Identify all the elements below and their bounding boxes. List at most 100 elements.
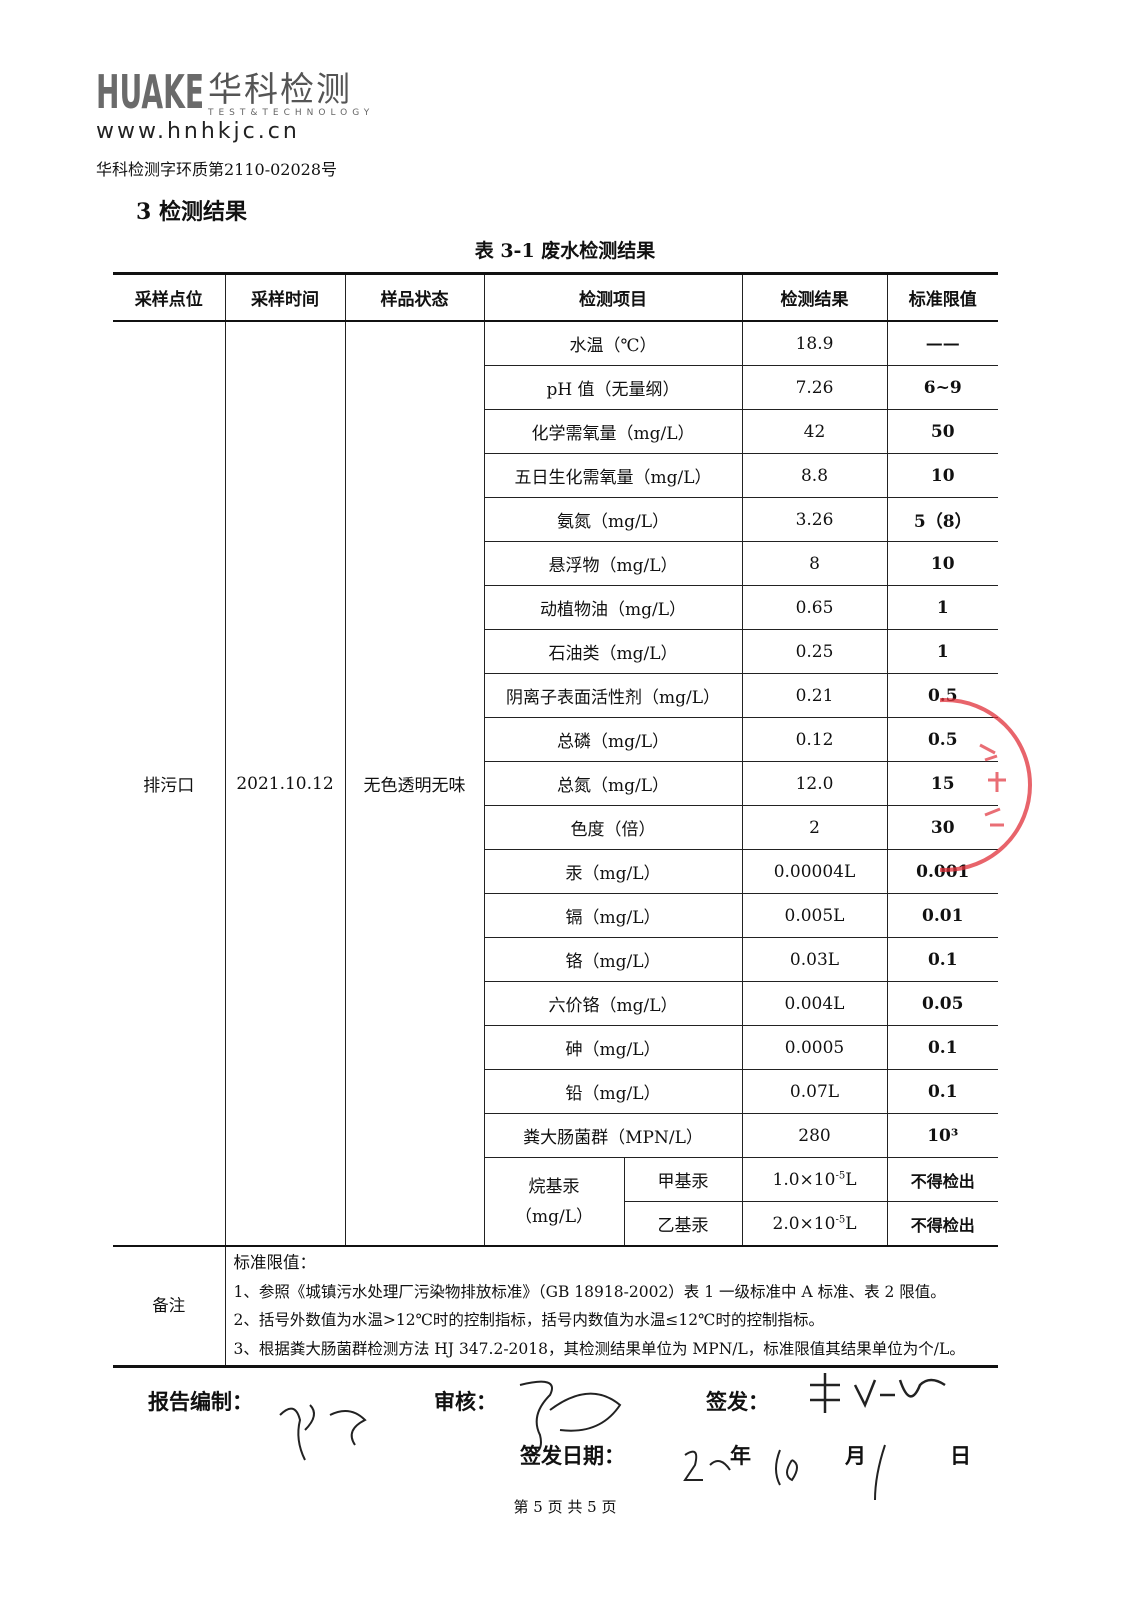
test-result: 2 — [741, 805, 888, 850]
standard-limit: 0.5 — [886, 717, 998, 762]
company-url: www.hnhkjc.cn — [96, 119, 300, 144]
test-result: 12.0 — [741, 761, 888, 806]
standard-limit: 0.01 — [886, 893, 998, 938]
table-row: 总氮（mg/L） 12.0 15 — [113, 761, 998, 806]
test-item: 悬浮物（mg/L） — [484, 541, 743, 586]
column-header: 标准限值 — [886, 272, 998, 322]
issue-date-handwritten — [683, 1444, 886, 1501]
notes-content: 标准限值： 1、参照《城镇污水处理厂污染物排放标准》（GB 18918-2002）… — [224, 1245, 998, 1368]
standard-limit: 1 — [886, 629, 998, 674]
standard-limit: 50 — [886, 409, 998, 454]
standard-limit: 30 — [886, 805, 998, 850]
result-base: 1.0×10 — [772, 1169, 836, 1190]
standard-limit: 0.1 — [886, 1025, 998, 1070]
note-line: 1、参照《城镇污水处理厂污染物排放标准》（GB 18918-2002）表 1 一… — [233, 1282, 946, 1301]
test-result: 7.26 — [741, 365, 888, 410]
standard-limit: 0.05 — [886, 981, 998, 1026]
standard-limit: 10 — [886, 453, 998, 498]
test-result: 0.65 — [741, 585, 888, 630]
test-item: 铅（mg/L） — [484, 1069, 743, 1114]
note-line: 3、根据粪大肠菌群检测方法 HJ 347.2-2018，其检测结果单位为 MPN… — [233, 1339, 965, 1358]
prepared-by-label: 报告编制： — [148, 1389, 253, 1414]
column-header: 采样点位 — [113, 272, 226, 322]
result-suffix: L — [845, 1213, 857, 1234]
alkyl-mercury-group: 烷基汞 （mg/L） — [484, 1157, 625, 1247]
table-header-row: 采样点位 采样时间 样品状态 检测项目 检测结果 标准限值 — [113, 272, 998, 322]
month-label: 月 — [845, 1443, 866, 1468]
test-result: 280 — [741, 1113, 888, 1158]
test-item: 总磷（mg/L） — [484, 717, 743, 762]
test-item: 总氮（mg/L） — [484, 761, 743, 806]
column-header: 检测结果 — [741, 272, 888, 322]
test-subitem: 乙基汞 — [624, 1201, 743, 1247]
standard-limit: 10³ — [886, 1113, 998, 1158]
test-item: 阴离子表面活性剂（mg/L） — [484, 673, 743, 718]
test-result: 3.26 — [741, 497, 888, 542]
table-row: 砷（mg/L） 0.0005 0.1 — [113, 1025, 998, 1070]
standard-limit: 0.5 — [886, 673, 998, 718]
standard-limit: 10 — [886, 541, 998, 586]
sampling-point: 排污口 — [113, 320, 226, 1247]
issued-by-signature — [810, 1373, 946, 1413]
test-result: 8.8 — [741, 453, 888, 498]
group-unit: （mg/L） — [514, 1206, 594, 1227]
column-header: 检测项目 — [483, 272, 743, 322]
year-label: 年 — [730, 1443, 751, 1468]
test-result: 0.0005 — [741, 1025, 888, 1070]
table-row: pH 值（无量纲） 7.26 6~9 — [113, 365, 998, 410]
result-base: 2.0×10 — [772, 1213, 836, 1234]
standard-limit: 5（8） — [886, 497, 998, 542]
standard-limit: 0.001 — [886, 849, 998, 894]
test-item: 动植物油（mg/L） — [484, 585, 743, 630]
test-item: 铬（mg/L） — [484, 937, 743, 982]
standard-limit: 不得检出 — [886, 1157, 998, 1202]
test-item: 汞（mg/L） — [484, 849, 743, 894]
table-row: 化学需氧量（mg/L） 42 50 — [113, 409, 998, 454]
test-item: pH 值（无量纲） — [484, 365, 743, 410]
test-result: 0.12 — [741, 717, 888, 762]
standard-limit: —— — [886, 320, 998, 366]
issued-by-label: 签发： — [706, 1389, 769, 1414]
results-table: 采样点位 采样时间 样品状态 检测项目 检测结果 标准限值 排污口 2021.10… — [113, 272, 998, 1368]
test-result: 1.0×10-5L — [741, 1157, 888, 1202]
notes-label: 备注 — [113, 1245, 226, 1368]
table-row: 乙基汞 2.0×10-5L 不得检出 — [113, 1201, 998, 1247]
logo-wordmark: HUAKE — [96, 68, 204, 114]
test-item: 化学需氧量（mg/L） — [484, 409, 743, 454]
test-result: 0.07L — [741, 1069, 888, 1114]
standard-limit: 1 — [886, 585, 998, 630]
prepared-by-signature — [279, 1404, 367, 1461]
table-row: 动植物油（mg/L） 0.65 1 — [113, 585, 998, 630]
column-header: 样品状态 — [344, 272, 485, 322]
standard-limit: 15 — [886, 761, 998, 806]
page-footer: 第 5 页 共 5 页 — [513, 1498, 617, 1516]
report-number: 华科检测字环质第2110-02028号 — [96, 160, 338, 179]
test-item: 氨氮（mg/L） — [484, 497, 743, 542]
standard-limit: 0.1 — [886, 937, 998, 982]
test-result: 0.21 — [741, 673, 888, 718]
group-name: 烷基汞 — [528, 1176, 580, 1197]
sample-state: 无色透明无味 — [344, 320, 485, 1247]
test-item: 石油类（mg/L） — [484, 629, 743, 674]
test-result: 42 — [741, 409, 888, 454]
note-line: 2、括号外数值为水温>12℃时的控制指标，括号内数值为水温≤12℃时的控制指标。 — [233, 1311, 824, 1329]
svg-text:HUAKE: HUAKE — [96, 68, 204, 114]
test-item: 六价铬（mg/L） — [484, 981, 743, 1026]
test-result: 0.005L — [741, 893, 888, 938]
standard-limit: 不得检出 — [886, 1201, 998, 1247]
test-result: 0.00004L — [741, 849, 888, 894]
table-row: 阴离子表面活性剂（mg/L） 0.21 0.5 — [113, 673, 998, 718]
test-item: 镉（mg/L） — [484, 893, 743, 938]
test-result: 2.0×10-5L — [741, 1201, 888, 1247]
standard-limit: 6~9 — [886, 365, 998, 410]
test-result: 0.25 — [741, 629, 888, 674]
table-caption: 表 3-1 废水检测结果 — [474, 240, 656, 262]
test-result: 0.03L — [741, 937, 888, 982]
test-result: 0.004L — [741, 981, 888, 1026]
logo-subtitle: TEST&TECHNOLOGY — [208, 108, 375, 118]
table-row: 烷基汞 （mg/L） 甲基汞 1.0×10-5L 不得检出 — [113, 1157, 998, 1247]
column-header: 采样时间 — [224, 272, 346, 322]
notes-row: 备注 标准限值： 1、参照《城镇污水处理厂污染物排放标准》（GB 18918-200… — [113, 1245, 998, 1368]
logo-chinese: 华科检测 — [208, 70, 352, 110]
